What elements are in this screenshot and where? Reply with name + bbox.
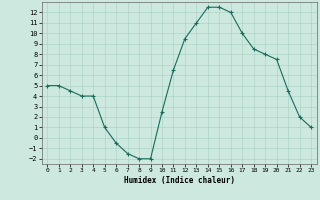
X-axis label: Humidex (Indice chaleur): Humidex (Indice chaleur) <box>124 176 235 185</box>
